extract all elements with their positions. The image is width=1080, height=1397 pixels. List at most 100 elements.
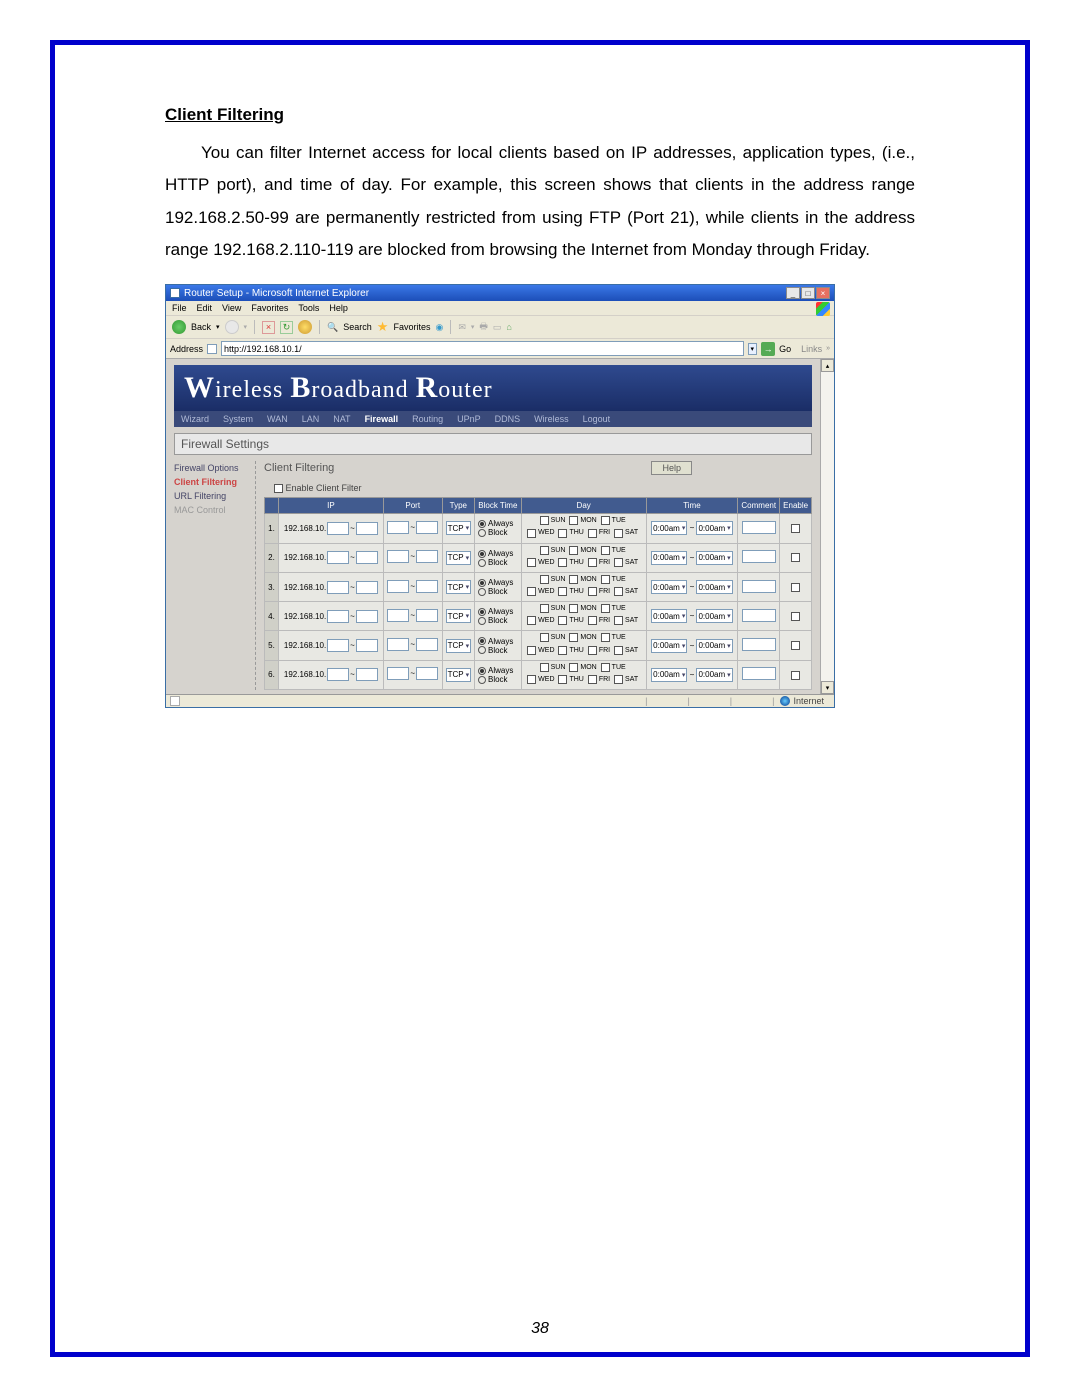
- day-tue-checkbox[interactable]: [601, 633, 610, 642]
- menu-help[interactable]: Help: [329, 303, 348, 313]
- forward-icon[interactable]: [225, 320, 239, 334]
- back-dropdown-icon[interactable]: ▾: [216, 323, 220, 331]
- nav-system[interactable]: System: [216, 411, 260, 427]
- ip-from-input[interactable]: [327, 668, 349, 681]
- ip-from-input[interactable]: [327, 522, 349, 535]
- day-thu-checkbox[interactable]: [558, 587, 567, 596]
- day-wed-checkbox[interactable]: [527, 529, 536, 538]
- maximize-button[interactable]: □: [801, 287, 815, 299]
- edit-icon[interactable]: ▭: [493, 322, 502, 333]
- day-thu-checkbox[interactable]: [558, 616, 567, 625]
- search-icon[interactable]: 🔍: [327, 322, 338, 333]
- type-select[interactable]: TCP: [446, 639, 472, 653]
- ip-to-input[interactable]: [356, 639, 378, 652]
- day-mon-checkbox[interactable]: [569, 575, 578, 584]
- day-wed-checkbox[interactable]: [527, 646, 536, 655]
- time-to-select[interactable]: 0:00am: [696, 521, 732, 535]
- type-select[interactable]: TCP: [446, 551, 472, 565]
- day-wed-checkbox[interactable]: [527, 675, 536, 684]
- time-from-select[interactable]: 0:00am: [651, 639, 687, 653]
- go-button[interactable]: Go: [779, 344, 791, 354]
- side-firewall-options[interactable]: Firewall Options: [174, 461, 251, 475]
- day-tue-checkbox[interactable]: [601, 604, 610, 613]
- day-tue-checkbox[interactable]: [601, 575, 610, 584]
- type-select[interactable]: TCP: [446, 668, 472, 682]
- day-mon-checkbox[interactable]: [569, 663, 578, 672]
- time-from-select[interactable]: 0:00am: [651, 609, 687, 623]
- day-thu-checkbox[interactable]: [558, 558, 567, 567]
- always-radio[interactable]: [478, 579, 486, 587]
- time-from-select[interactable]: 0:00am: [651, 668, 687, 682]
- day-sun-checkbox[interactable]: [540, 604, 549, 613]
- day-fri-checkbox[interactable]: [588, 587, 597, 596]
- time-from-select[interactable]: 0:00am: [651, 521, 687, 535]
- day-fri-checkbox[interactable]: [588, 616, 597, 625]
- block-radio[interactable]: [478, 617, 486, 625]
- address-dropdown-icon[interactable]: ▾: [748, 343, 758, 355]
- nav-upnp[interactable]: UPnP: [450, 411, 488, 427]
- enable-row-checkbox[interactable]: [791, 671, 800, 680]
- nav-wireless[interactable]: Wireless: [527, 411, 576, 427]
- port-from-input[interactable]: [387, 521, 409, 534]
- day-sun-checkbox[interactable]: [540, 663, 549, 672]
- side-mac-control[interactable]: MAC Control: [174, 503, 251, 517]
- forward-dropdown-icon[interactable]: ▾: [244, 323, 248, 331]
- always-radio[interactable]: [478, 608, 486, 616]
- day-fri-checkbox[interactable]: [588, 529, 597, 538]
- time-from-select[interactable]: 0:00am: [651, 551, 687, 565]
- day-thu-checkbox[interactable]: [558, 646, 567, 655]
- port-from-input[interactable]: [387, 667, 409, 680]
- ip-from-input[interactable]: [327, 581, 349, 594]
- time-to-select[interactable]: 0:00am: [696, 609, 732, 623]
- day-mon-checkbox[interactable]: [569, 516, 578, 525]
- port-to-input[interactable]: [416, 609, 438, 622]
- time-to-select[interactable]: 0:00am: [696, 580, 732, 594]
- nav-ddns[interactable]: DDNS: [488, 411, 528, 427]
- day-fri-checkbox[interactable]: [588, 646, 597, 655]
- nav-routing[interactable]: Routing: [405, 411, 450, 427]
- day-sat-checkbox[interactable]: [614, 587, 623, 596]
- port-to-input[interactable]: [416, 667, 438, 680]
- block-radio[interactable]: [478, 588, 486, 596]
- day-tue-checkbox[interactable]: [601, 516, 610, 525]
- block-radio[interactable]: [478, 646, 486, 654]
- enable-row-checkbox[interactable]: [791, 612, 800, 621]
- comment-input[interactable]: [742, 550, 776, 563]
- always-radio[interactable]: [478, 520, 486, 528]
- always-radio[interactable]: [478, 550, 486, 558]
- side-url-filtering[interactable]: URL Filtering: [174, 489, 251, 503]
- day-thu-checkbox[interactable]: [558, 675, 567, 684]
- day-mon-checkbox[interactable]: [569, 546, 578, 555]
- favorites-button[interactable]: Favorites: [393, 322, 430, 332]
- day-sat-checkbox[interactable]: [614, 558, 623, 567]
- day-sun-checkbox[interactable]: [540, 546, 549, 555]
- scroll-up-icon[interactable]: ▴: [821, 359, 834, 372]
- port-from-input[interactable]: [387, 638, 409, 651]
- favorites-icon[interactable]: ★: [377, 319, 389, 335]
- back-button[interactable]: Back: [191, 322, 211, 332]
- nav-nat[interactable]: NAT: [326, 411, 357, 427]
- day-fri-checkbox[interactable]: [588, 558, 597, 567]
- type-select[interactable]: TCP: [446, 580, 472, 594]
- time-to-select[interactable]: 0:00am: [696, 639, 732, 653]
- enable-row-checkbox[interactable]: [791, 583, 800, 592]
- enable-client-filter-checkbox[interactable]: [274, 484, 283, 493]
- ip-to-input[interactable]: [356, 551, 378, 564]
- print-icon[interactable]: 🖶: [479, 319, 488, 335]
- block-radio[interactable]: [478, 529, 486, 537]
- port-to-input[interactable]: [416, 550, 438, 563]
- ip-to-input[interactable]: [356, 522, 378, 535]
- comment-input[interactable]: [742, 521, 776, 534]
- always-radio[interactable]: [478, 667, 486, 675]
- menu-edit[interactable]: Edit: [197, 303, 213, 313]
- ip-from-input[interactable]: [327, 551, 349, 564]
- type-select[interactable]: TCP: [446, 609, 472, 623]
- day-sun-checkbox[interactable]: [540, 516, 549, 525]
- port-from-input[interactable]: [387, 580, 409, 593]
- day-tue-checkbox[interactable]: [601, 546, 610, 555]
- menu-tools[interactable]: Tools: [298, 303, 319, 313]
- comment-input[interactable]: [742, 667, 776, 680]
- day-sat-checkbox[interactable]: [614, 529, 623, 538]
- day-wed-checkbox[interactable]: [527, 587, 536, 596]
- enable-row-checkbox[interactable]: [791, 524, 800, 533]
